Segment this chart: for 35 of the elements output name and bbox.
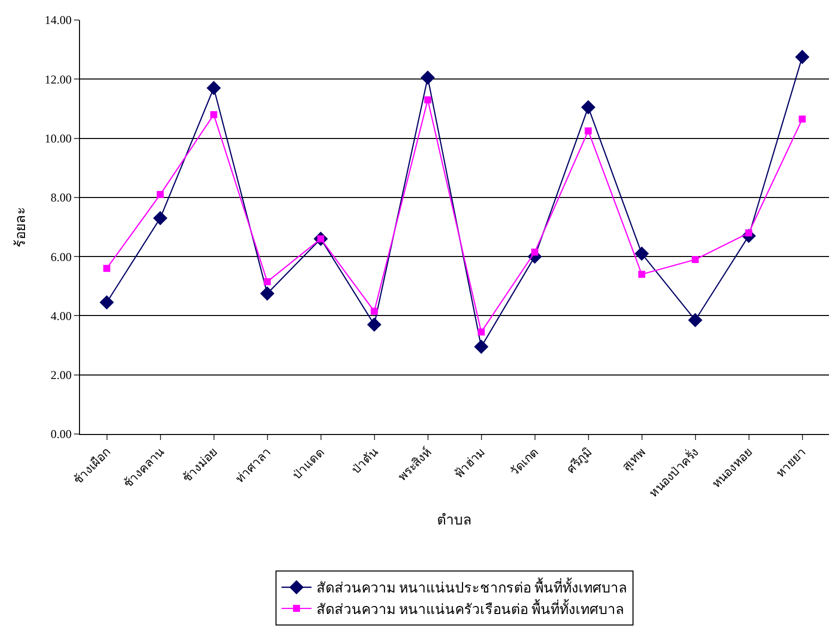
point: [478, 328, 485, 336]
point: [370, 308, 378, 315]
point: [531, 248, 538, 256]
point: [688, 313, 702, 328]
point: [584, 127, 592, 134]
point: [638, 270, 646, 278]
point: [420, 70, 435, 85]
point: [156, 190, 164, 198]
point: [424, 96, 432, 104]
y-tick-label: 6.00: [50, 250, 72, 264]
point: [153, 210, 168, 226]
point: [264, 278, 271, 286]
y-axis-title: ร้อยละ: [13, 206, 30, 248]
point: [798, 116, 806, 123]
point: [634, 246, 649, 261]
point: [367, 317, 382, 332]
y-tick-label: 2.00: [50, 368, 72, 382]
point: [260, 286, 274, 301]
point: [103, 264, 110, 272]
point: [210, 111, 218, 118]
y-tick-label: 4.00: [50, 308, 72, 323]
y-tick-label: 12.00: [44, 72, 72, 86]
y-tick-label: 8.00: [50, 190, 72, 205]
point: [692, 256, 699, 264]
legend-label: สัดส่วนความ หนาแน่นประชากรต่อ พื้นที่ทั้งเทศบาล: [316, 578, 628, 597]
point: [100, 295, 114, 310]
y-tick-label: 0.00: [50, 427, 72, 442]
point: [581, 100, 596, 114]
y-tick-label: 14.00: [44, 13, 72, 28]
legend-label: สัดส่วนความ หนาแน่นครัวเรือนต่อ พื้นที่ทั้งเทศบาล: [316, 598, 624, 618]
point: [795, 50, 810, 64]
point: [474, 340, 488, 354]
x-axis-title: ตำบล: [437, 513, 472, 528]
y-tick-label: 10.00: [44, 131, 72, 146]
point: [206, 80, 221, 96]
